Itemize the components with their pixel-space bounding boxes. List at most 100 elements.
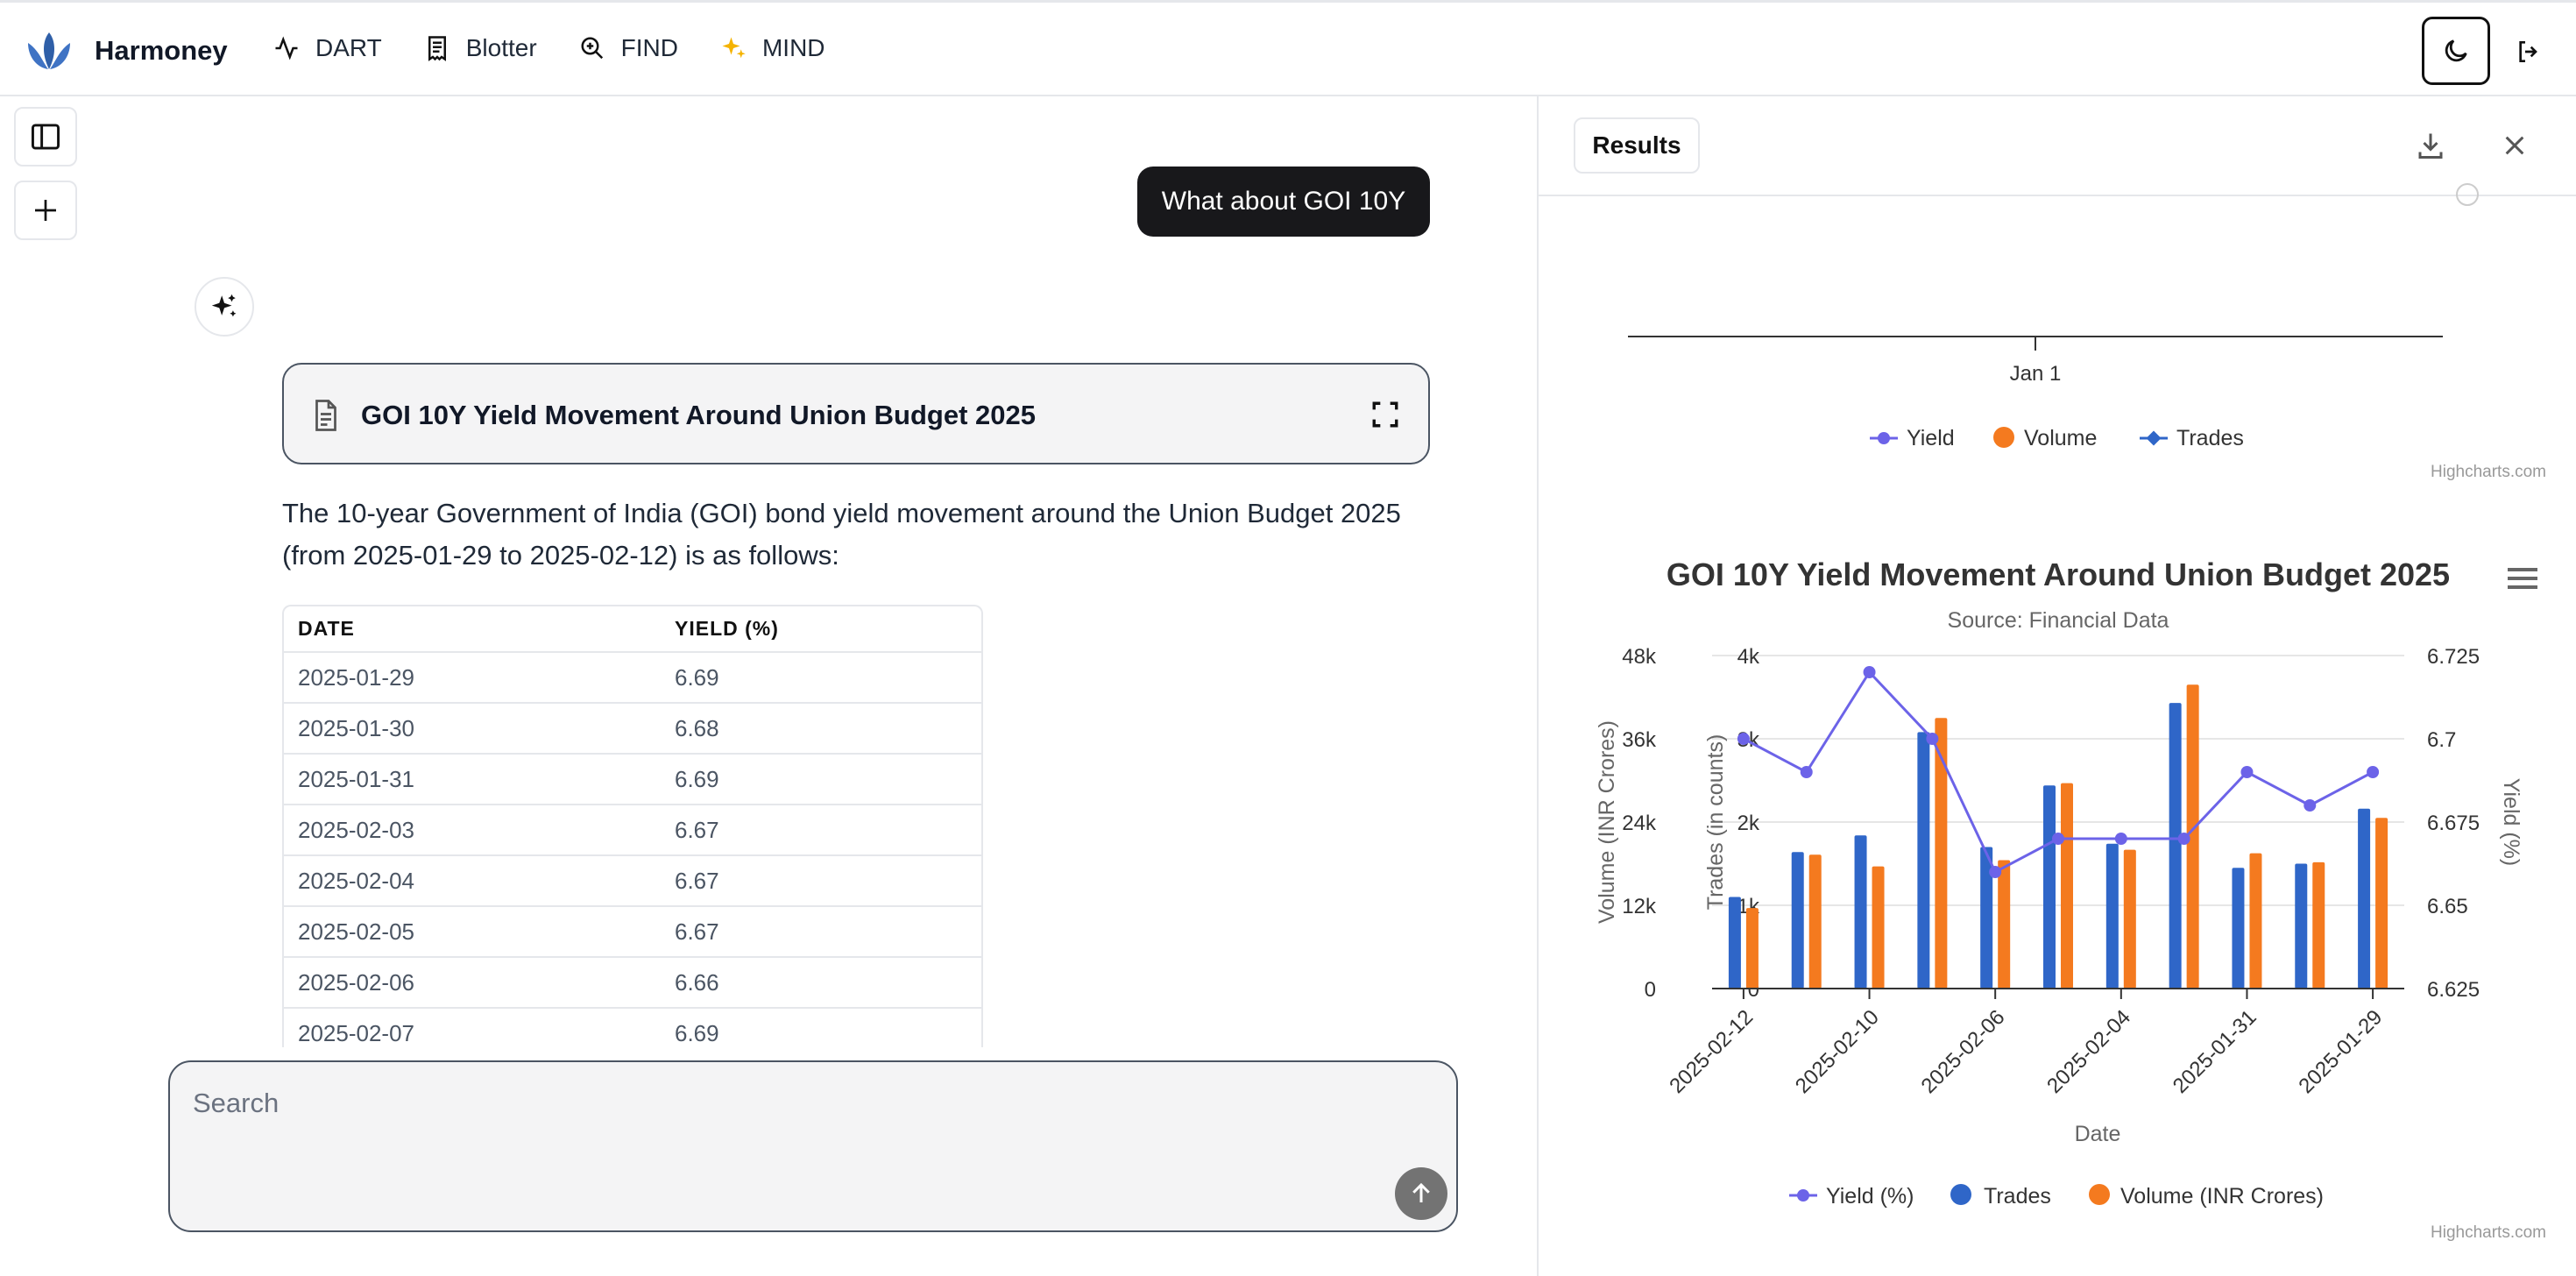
chart-2-legend: Yield (%) Trades Volume (INR Crores) xyxy=(1789,1184,2324,1209)
legend-item[interactable]: Trades xyxy=(2176,426,2244,450)
results-panel: Results Jan 1 Yield Volume Trades Highch… xyxy=(1537,96,2576,1276)
cell-yield: 6.67 xyxy=(661,805,981,856)
legend-item[interactable]: Yield (%) xyxy=(1826,1184,1914,1209)
volume-bar xyxy=(1872,866,1885,989)
logout-button[interactable] xyxy=(2511,34,2546,69)
trades-bar xyxy=(1791,852,1804,989)
expand-icon[interactable] xyxy=(1370,400,1400,429)
new-chat-button[interactable] xyxy=(14,181,77,240)
x-tick-label: 2025-02-12 xyxy=(1665,1005,1758,1098)
nav-item-label: FIND xyxy=(620,34,678,61)
brand[interactable]: Harmoney xyxy=(25,29,228,73)
column-header-date: DATE xyxy=(284,606,661,653)
trades-bar xyxy=(2232,868,2245,989)
volume-bar xyxy=(2061,783,2073,989)
cell-date: 2025-01-31 xyxy=(284,754,661,805)
yield-point xyxy=(1926,733,1939,745)
search-input[interactable] xyxy=(193,1081,1332,1125)
file-text-icon xyxy=(315,400,336,431)
trades-bar xyxy=(2169,703,2182,989)
table-row: 2025-02-04 6.67 xyxy=(284,855,981,907)
nav-item-blotter[interactable]: Blotter xyxy=(424,34,537,62)
cell-yield: 6.69 xyxy=(661,652,981,704)
results-charts: Jan 1 Yield Volume Trades Highcharts.com… xyxy=(1595,183,2546,1242)
close-icon[interactable] xyxy=(2501,131,2529,160)
yield-point xyxy=(2177,833,2190,845)
yield-point xyxy=(2052,833,2064,845)
cell-date: 2025-02-03 xyxy=(284,805,661,856)
x-tick-label: 2025-01-29 xyxy=(2294,1005,2387,1098)
moon-icon xyxy=(2445,39,2467,62)
legend-item[interactable]: Trades xyxy=(1984,1184,2051,1209)
chart-credit[interactable]: Highcharts.com xyxy=(2431,463,2546,481)
nav-item-label: MIND xyxy=(761,34,825,61)
plus-icon xyxy=(35,200,56,221)
volume-bar xyxy=(2375,818,2388,989)
cell-date: 2025-01-29 xyxy=(284,652,661,704)
download-icon[interactable] xyxy=(2415,130,2446,161)
yield-point xyxy=(1800,766,1813,778)
y-tick-label: 36k xyxy=(1622,728,1657,752)
y-axis-title-trades: Trades (in counts) xyxy=(1703,734,1728,911)
y-axis-title-volume: Volume (INR Crores) xyxy=(1595,720,1619,924)
legend-item[interactable]: Yield xyxy=(1907,426,1955,450)
volume-bar xyxy=(2186,684,2199,989)
document-card[interactable]: GOI 10Y Yield Movement Around Union Budg… xyxy=(282,363,1430,464)
cell-yield: 6.68 xyxy=(661,703,981,755)
brand-name: Harmoney xyxy=(95,35,228,66)
context-menu-icon[interactable] xyxy=(2456,183,2479,206)
y-axis-title-yield: Yield (%) xyxy=(2499,778,2523,867)
chart-credit[interactable]: Highcharts.com xyxy=(2431,1223,2546,1242)
nav-item-find[interactable]: FIND xyxy=(579,34,678,62)
nav-item-mind[interactable]: MIND xyxy=(720,34,825,62)
chart-1-legend: Yield Volume Trades xyxy=(1870,426,2244,450)
trades-bar xyxy=(1917,732,1930,989)
send-button[interactable] xyxy=(1395,1167,1447,1220)
x-axis-ticks: 2025-02-12 2025-02-10 2025-02-06 2025-02-04… xyxy=(1665,989,2387,1098)
trades-bar xyxy=(1980,847,1993,989)
y-tick-label: 6.675 xyxy=(2427,812,2480,835)
cell-yield: 6.67 xyxy=(661,855,981,907)
cell-date: 2025-02-04 xyxy=(284,855,661,907)
cell-date: 2025-02-05 xyxy=(284,906,661,958)
y-axis-yield: 6.625 6.65 6.675 6.7 6.725 xyxy=(2427,645,2480,1002)
sparkles-icon xyxy=(722,37,746,59)
theme-toggle-button[interactable] xyxy=(2422,17,2490,85)
table-row: 2025-02-06 6.66 xyxy=(284,957,981,1009)
yield-point xyxy=(2240,766,2254,778)
tab-results[interactable]: Results xyxy=(1574,117,1700,174)
user-message-bubble: What about GOI 10Y xyxy=(1137,167,1430,237)
table-row: 2025-02-07 6.69 xyxy=(284,1008,981,1047)
zoom-in-icon xyxy=(581,37,603,60)
trades-bar xyxy=(2105,843,2119,989)
x-tick-label: Jan 1 xyxy=(2010,362,2062,386)
arrow-up-icon xyxy=(1412,1182,1430,1202)
x-tick-label: 2025-02-04 xyxy=(2042,1005,2135,1098)
legend-yield-marker xyxy=(1878,432,1890,444)
y-tick-label: 48k xyxy=(1622,645,1657,669)
receipt-icon xyxy=(428,36,446,61)
x-axis-title: Date xyxy=(2075,1122,2121,1146)
table-row: 2025-01-30 6.68 xyxy=(284,703,981,755)
legend-item[interactable]: Volume (INR Crores) xyxy=(2120,1184,2324,1209)
y-tick-label: 6.725 xyxy=(2427,645,2480,669)
table-row: 2025-01-29 6.69 xyxy=(284,652,981,704)
trades-bar xyxy=(1854,835,1867,989)
column-header-yield: YIELD (%) xyxy=(661,606,981,653)
y-tick-label: 24k xyxy=(1622,812,1657,835)
cell-yield: 6.69 xyxy=(661,1008,981,1047)
yield-point xyxy=(1863,666,1876,678)
activity-icon xyxy=(275,36,298,60)
legend-volume-marker xyxy=(1993,427,2014,448)
yield-point xyxy=(2114,833,2127,845)
cell-yield: 6.67 xyxy=(661,906,981,958)
top-bar: Harmoney DART Blotter FIND MIND xyxy=(0,0,2576,96)
nav-item-dart[interactable]: DART xyxy=(273,34,382,62)
cell-yield: 6.69 xyxy=(661,754,981,805)
hamburger-menu-icon[interactable] xyxy=(2508,568,2537,589)
legend-item[interactable]: Volume xyxy=(2024,426,2097,450)
table-row: 2025-01-31 6.69 xyxy=(284,754,981,805)
cell-date: 2025-02-06 xyxy=(284,957,661,1009)
nav-item-label: DART xyxy=(315,34,382,61)
toggle-sidebar-button[interactable] xyxy=(14,107,77,167)
